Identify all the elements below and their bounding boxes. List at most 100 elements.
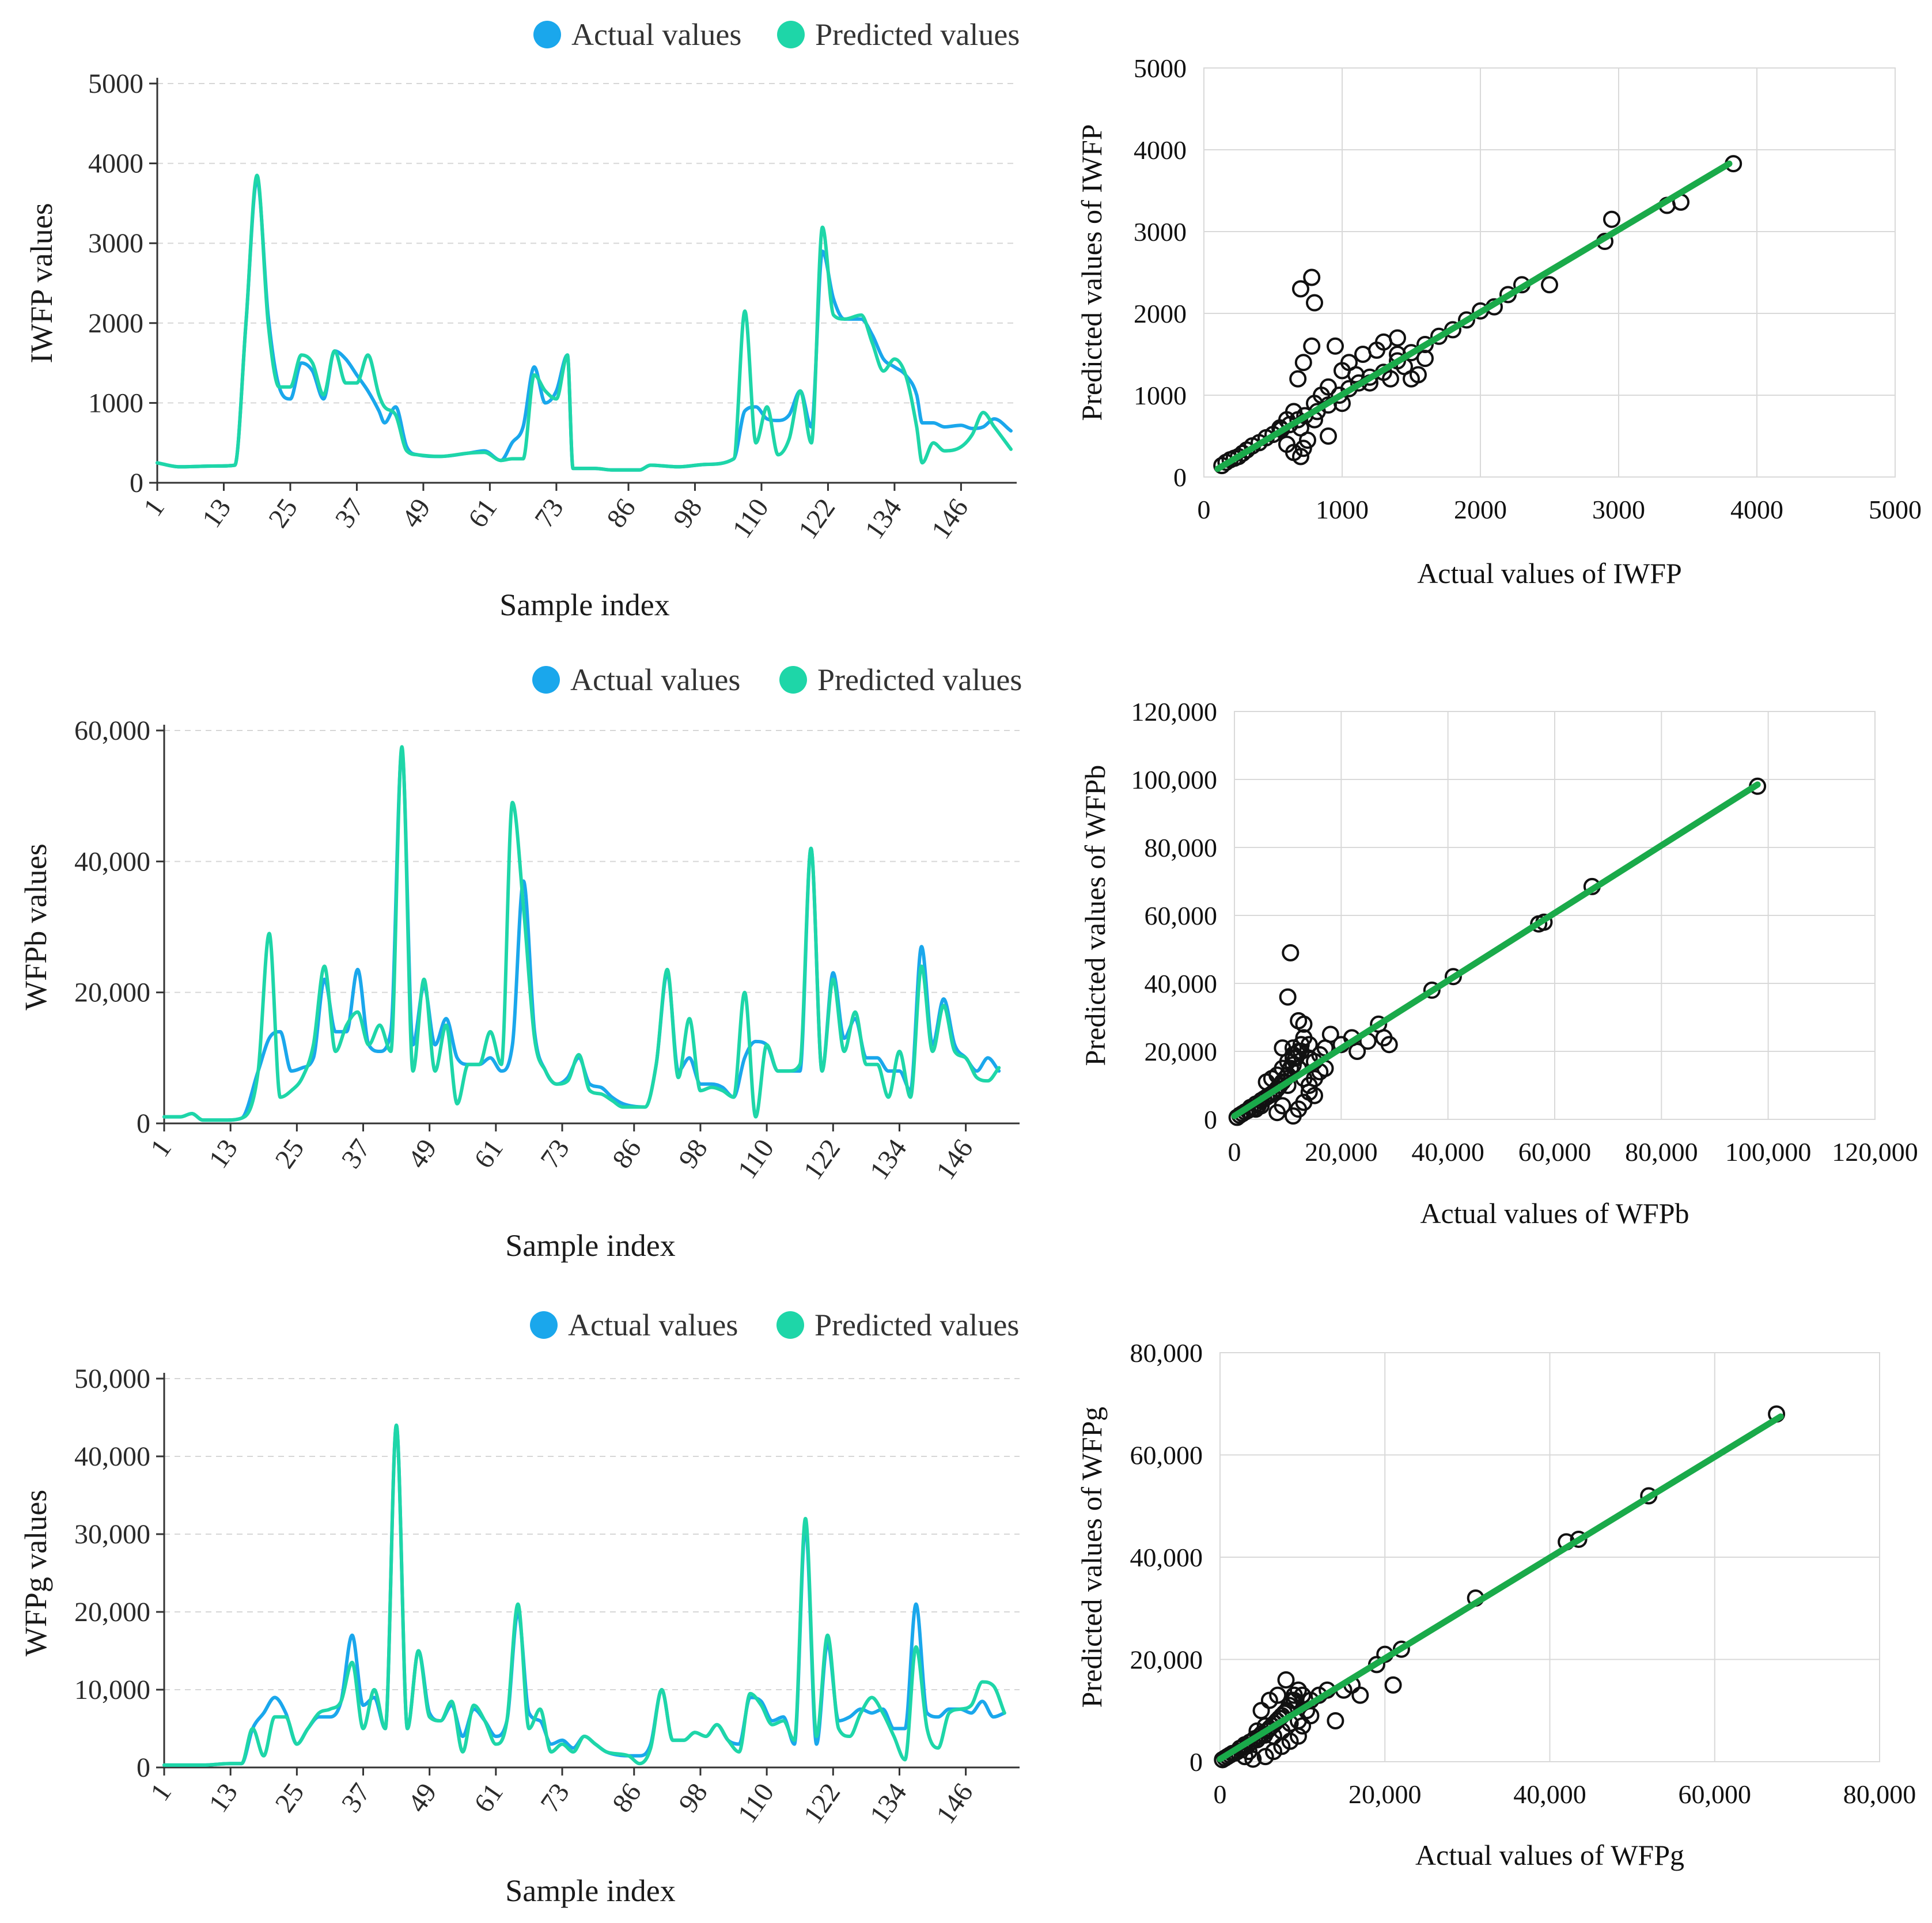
scatter-point — [1380, 1036, 1398, 1054]
scatter-point — [1430, 327, 1448, 345]
x-tick-label: 49 — [402, 1134, 443, 1174]
x-axis-title: Actual values of WFPb — [1420, 1197, 1689, 1229]
x-tick-label: 134 — [859, 493, 908, 544]
predicted-legend-marker — [779, 666, 807, 694]
y-tick-label: 60,000 — [1130, 1441, 1203, 1470]
x-axis-title: Sample index — [499, 588, 669, 622]
iwfp-scatter-chart: 0 1000 2000 3000 4000 5000 0 1000 2000 3000 4000 50… — [1075, 54, 1922, 589]
scatter-point — [1236, 1748, 1253, 1766]
x-tick-label: 122 — [798, 1778, 847, 1829]
wfpg-scatter-chart: 0 20,000 40,000 60,000 80,000 0 20,000 40,000 60… — [1075, 1338, 1916, 1871]
x-tick-label: 49 — [396, 493, 437, 533]
x-axis-title: Actual values of IWFP — [1417, 557, 1682, 589]
legend-label: Actual values — [570, 663, 740, 697]
scatter-point — [1354, 346, 1372, 363]
scatter-point — [1282, 944, 1300, 961]
predicted-series-line — [156, 173, 1013, 472]
scatter-point — [1295, 1015, 1313, 1033]
x-tick-label: 73 — [535, 1134, 575, 1174]
scatter-point — [1292, 280, 1309, 298]
x-tick-label: 134 — [864, 1778, 913, 1829]
scatter-point — [1300, 1077, 1318, 1094]
scatter-point — [1289, 1681, 1307, 1699]
legend-label: Predicted values — [817, 663, 1022, 697]
x-tick-label: 86 — [607, 1778, 647, 1818]
x-tick-label: 13 — [203, 1778, 244, 1818]
y-tick-label: 0 — [1189, 1747, 1203, 1777]
x-tick-label: 25 — [269, 1778, 310, 1818]
y-tick-label: 50,000 — [74, 1364, 150, 1394]
y-tick-label: 0 — [137, 1752, 150, 1783]
actual-legend-marker — [532, 666, 560, 694]
iwfp-line-chart: 0 1000 2000 3000 4000 5000 1 13 25 37 49 61 73 86 98 11… — [24, 17, 1020, 622]
x-tick-label: 146 — [926, 493, 975, 544]
x-tick-label: 86 — [607, 1134, 647, 1174]
y-axis-title: IWFP values — [24, 203, 59, 363]
predicted-legend-marker — [777, 21, 805, 48]
scatter-point — [1277, 1671, 1295, 1689]
wfpg-line-chart: 0 10,000 20,000 30,000 40,000 50,000 1 13 25 37 49… — [18, 1308, 1020, 1908]
scatter-point — [1351, 1686, 1369, 1704]
x-tick-label: 37 — [329, 493, 370, 533]
fit-line — [1217, 1413, 1784, 1763]
scatter-point — [1348, 1043, 1366, 1060]
x-tick-label: 86 — [601, 493, 642, 533]
scatter-point — [1321, 1025, 1339, 1043]
y-tick-label: 4000 — [88, 149, 143, 179]
y-tick-label: 60,000 — [74, 716, 150, 746]
wfpb-scatter-chart: 0 20,000 40,000 60,000 80,000 100,000 120,000 0… — [1079, 697, 1918, 1229]
scatter-point — [1334, 362, 1351, 380]
x-tick-label: 13 — [203, 1134, 244, 1174]
x-tick-label: 49 — [402, 1778, 443, 1818]
legend-label: Predicted values — [815, 1308, 1019, 1342]
scatter-point — [1389, 329, 1406, 347]
wfpb-line-chart: 0 20,000 40,000 60,000 1 13 25 37 49 61 73 86 98 110 1… — [18, 663, 1022, 1263]
x-tick-label: 146 — [930, 1134, 979, 1185]
x-tick-label: 98 — [673, 1134, 714, 1174]
x-tick-label: 110 — [732, 1778, 780, 1829]
y-tick-label: 20,000 — [74, 978, 150, 1008]
scatter-point — [1294, 440, 1312, 457]
scatter-point — [1294, 1717, 1312, 1735]
y-tick-label: 4000 — [1134, 135, 1187, 165]
y-tick-label: 40,000 — [74, 1441, 150, 1472]
x-tick-label: 4000 — [1730, 495, 1783, 524]
x-tick-label: 1 — [145, 1134, 177, 1163]
fit-line — [1214, 160, 1733, 472]
y-tick-label: 0 — [130, 468, 143, 498]
scatter-point — [1603, 210, 1620, 228]
x-tick-label: 1 — [138, 493, 171, 522]
scatter-point — [1303, 268, 1321, 286]
legend-label: Predicted values — [815, 17, 1020, 52]
y-axis-title: Predicted values of WFPb — [1079, 765, 1111, 1066]
x-tick-label: 146 — [930, 1778, 979, 1829]
y-tick-label: 5000 — [88, 69, 143, 99]
x-tick-label: 73 — [529, 493, 570, 533]
y-tick-label: 80,000 — [1130, 1338, 1203, 1368]
y-tick-label: 0 — [137, 1108, 150, 1139]
y-tick-label: 40,000 — [1145, 969, 1218, 998]
legend-label: Actual values — [571, 17, 741, 52]
y-axis-title: WFPb values — [18, 843, 53, 1010]
predicted-series-line — [162, 745, 1001, 1122]
x-tick-label: 61 — [468, 1134, 509, 1174]
x-tick-label: 25 — [269, 1134, 310, 1174]
y-tick-label: 3000 — [1134, 217, 1187, 247]
y-tick-label: 1000 — [88, 388, 143, 418]
x-axis-title: Actual values of WFPg — [1415, 1839, 1684, 1871]
scatter-point — [1458, 311, 1475, 329]
y-tick-label: 30,000 — [74, 1519, 150, 1550]
x-tick-label: 1 — [145, 1778, 177, 1807]
y-tick-label: 2000 — [88, 308, 143, 339]
scatter-point — [1382, 370, 1399, 388]
scatter-point — [1320, 378, 1337, 396]
y-tick-label: 10,000 — [74, 1675, 150, 1705]
x-tick-label: 40,000 — [1513, 1780, 1586, 1809]
x-tick-label: 1000 — [1316, 495, 1369, 524]
y-tick-label: 3000 — [88, 228, 143, 259]
actual-legend-marker — [530, 1311, 558, 1339]
scatter-point — [1292, 448, 1309, 465]
x-tick-label: 80,000 — [1843, 1780, 1916, 1809]
x-tick-label: 0 — [1198, 495, 1211, 524]
